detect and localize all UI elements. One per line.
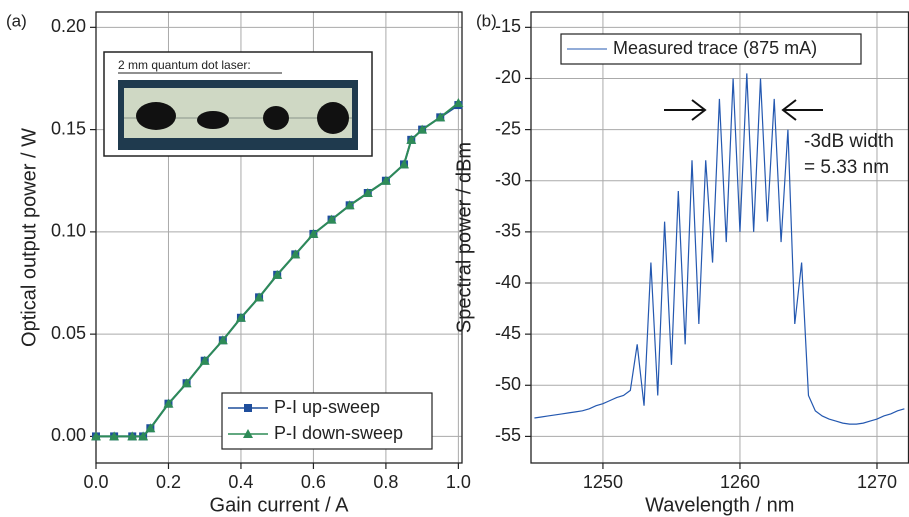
legend-label: P-I up-sweep [274, 397, 380, 417]
y-tick-label: -20 [495, 67, 521, 87]
x-tick-label: 1250 [583, 472, 623, 492]
width-arrows [664, 99, 823, 121]
marker [145, 423, 156, 433]
y-tick-label: -15 [495, 16, 521, 36]
panel-b: 1250 1260 1270 -15 -20 -25 -30 -35 -40 -45 -50 -55 W… [453, 11, 909, 516]
marker [362, 188, 373, 198]
x-tick-label: 0.8 [373, 472, 398, 492]
x-tick-label: 0.6 [301, 472, 326, 492]
y-tick-label: -30 [495, 169, 521, 189]
legend-box [560, 33, 862, 65]
marker [254, 292, 265, 302]
y-tick-label: -35 [495, 221, 521, 241]
y-axis-label: Optical output power / W [18, 128, 40, 347]
plot-frame [95, 11, 463, 464]
legend-label: P-I down-sweep [274, 423, 403, 443]
marker [91, 431, 101, 441]
marker [406, 134, 417, 144]
bond-pad [136, 102, 176, 130]
marker [453, 98, 464, 108]
marker [290, 249, 301, 259]
x-tick-label: 1.0 [446, 472, 471, 492]
marker [109, 431, 120, 441]
legend-box [221, 392, 433, 450]
marker [308, 228, 319, 238]
x-tick-label: 1270 [857, 472, 897, 492]
marker [417, 124, 428, 134]
y-tick-label: -25 [495, 118, 521, 138]
y-tick-label: 0.20 [51, 16, 86, 36]
x-axis-label: Wavelength / nm [645, 494, 794, 516]
annotation: -3dB width [804, 131, 894, 152]
marker [127, 431, 138, 441]
marker [163, 398, 174, 408]
annotation: = 5.33 nm [804, 157, 889, 178]
y-tick-label: 0.00 [51, 425, 86, 445]
marker [344, 200, 355, 210]
y-axis-label: Spectral power / dBm [453, 142, 475, 333]
y-tick-label: -45 [495, 323, 521, 343]
panel-label: (b) [476, 11, 497, 30]
bond-pad [197, 111, 229, 129]
bond-pad [317, 102, 349, 134]
inset-caption: 2 mm quantum dot laser: [118, 58, 251, 72]
x-tick-label: 0.2 [156, 472, 181, 492]
y-tick-label: 0.05 [51, 323, 86, 343]
x-tick-label: 0.4 [228, 472, 253, 492]
marker [217, 335, 228, 345]
y-tick-label: -50 [495, 374, 521, 394]
plot-frame [530, 11, 909, 464]
x-axis-label: Gain current / A [210, 494, 350, 516]
marker [326, 214, 337, 224]
legend-label: Measured trace (875 mA) [613, 38, 817, 58]
marker [380, 175, 391, 185]
y-tick-label: 0.15 [51, 118, 86, 138]
series-line [534, 73, 905, 425]
arrow-head [691, 99, 707, 121]
inset: 2 mm quantum dot laser: [103, 51, 373, 157]
x-tick-label: 0.0 [83, 472, 108, 492]
marker [138, 431, 149, 441]
marker [235, 312, 246, 322]
y-tick-label: -55 [495, 425, 521, 445]
marker [435, 112, 446, 122]
x-tick-label: 1260 [720, 472, 760, 492]
marker [199, 355, 210, 365]
panel-label: (a) [6, 11, 27, 30]
legend-marker [243, 429, 253, 438]
marker [399, 159, 410, 169]
bond-pad [263, 106, 289, 130]
y-tick-label: -40 [495, 272, 521, 292]
legend-marker [244, 404, 252, 412]
arrow-head [781, 99, 797, 121]
y-tick-label: 0.10 [51, 221, 86, 241]
marker [272, 269, 283, 279]
marker [181, 378, 192, 388]
